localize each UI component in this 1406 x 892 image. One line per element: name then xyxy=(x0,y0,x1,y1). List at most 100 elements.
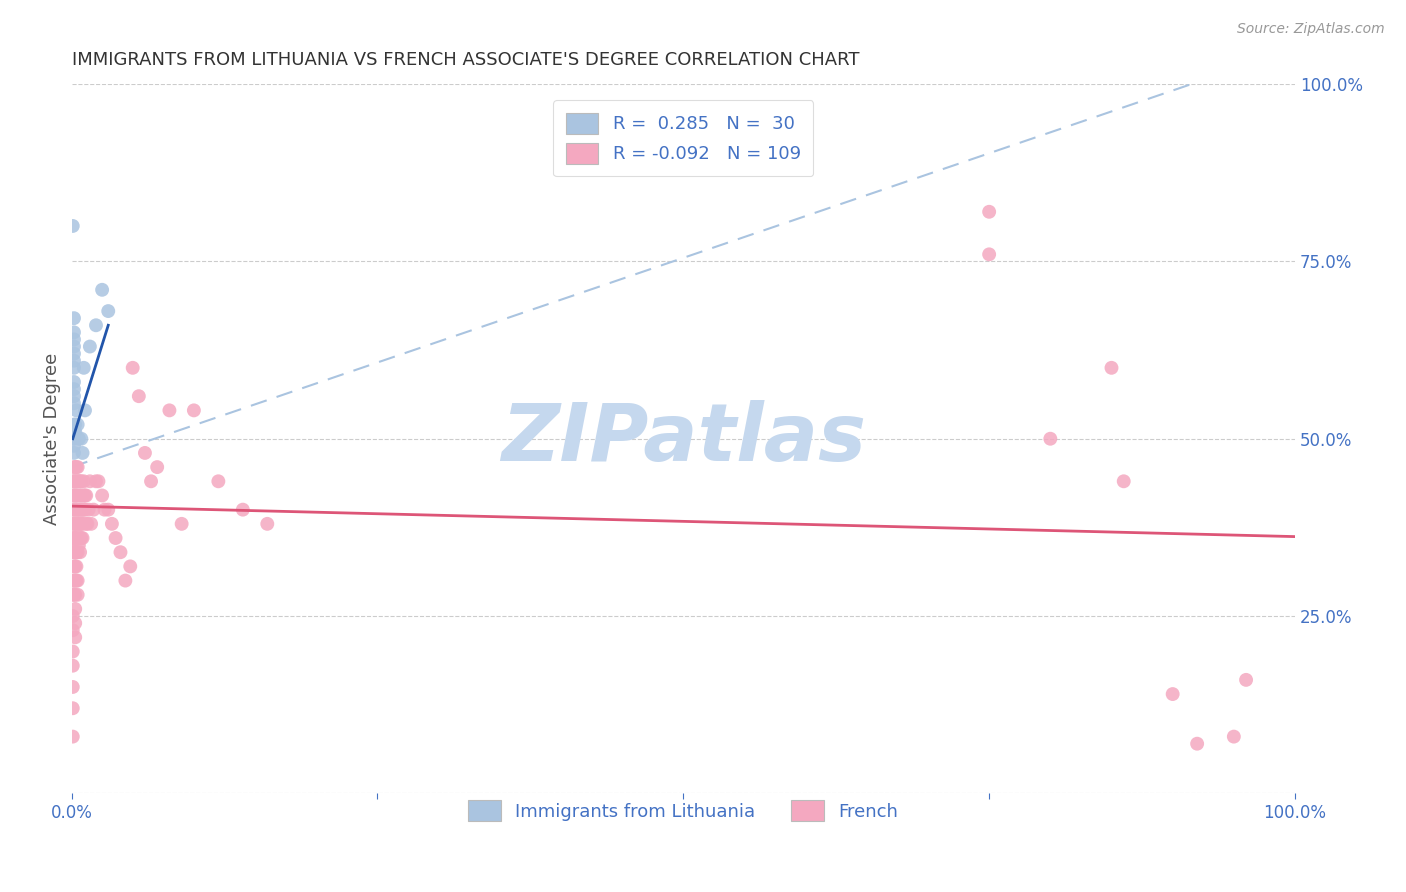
Point xyxy=(73,502,96,516)
Text: IMMIGRANTS FROM LITHUANIA VS FRENCH ASSOCIATE'S DEGREE CORRELATION CHART: IMMIGRANTS FROM LITHUANIA VS FRENCH ASSO… xyxy=(72,51,859,69)
Point xyxy=(70,475,93,489)
Point xyxy=(65,574,87,588)
Point xyxy=(104,531,127,545)
Point xyxy=(76,516,98,531)
Point xyxy=(73,488,96,502)
Point xyxy=(128,389,150,403)
Point xyxy=(170,516,193,531)
Point xyxy=(63,488,86,502)
Point xyxy=(63,545,86,559)
Point xyxy=(66,531,89,545)
Point xyxy=(73,488,96,502)
Point xyxy=(979,204,1001,219)
Point xyxy=(1185,737,1208,751)
Point xyxy=(69,502,91,516)
Point xyxy=(1161,687,1184,701)
Point xyxy=(97,502,120,516)
Point xyxy=(63,446,86,460)
Point xyxy=(63,602,86,616)
Point xyxy=(67,475,90,489)
Point xyxy=(62,516,84,531)
Point xyxy=(139,475,162,489)
Point xyxy=(63,502,86,516)
Point xyxy=(63,333,86,347)
Point xyxy=(66,502,89,516)
Point xyxy=(256,516,278,531)
Point xyxy=(62,658,84,673)
Point xyxy=(63,460,86,475)
Point xyxy=(63,311,86,326)
Point xyxy=(63,574,86,588)
Point xyxy=(63,502,86,516)
Text: Source: ZipAtlas.com: Source: ZipAtlas.com xyxy=(1237,22,1385,37)
Point xyxy=(114,574,136,588)
Point xyxy=(63,616,86,631)
Point xyxy=(62,488,84,502)
Point xyxy=(66,545,89,559)
Point xyxy=(146,460,169,475)
Point xyxy=(1039,432,1062,446)
Point xyxy=(63,389,86,403)
Point xyxy=(80,516,103,531)
Point xyxy=(101,516,124,531)
Point xyxy=(66,488,89,502)
Point xyxy=(1223,730,1246,744)
Point xyxy=(62,609,84,624)
Point xyxy=(1234,673,1257,687)
Point xyxy=(1101,360,1123,375)
Point xyxy=(63,417,86,432)
Point xyxy=(121,360,143,375)
Point xyxy=(65,516,87,531)
Point xyxy=(62,624,84,638)
Point xyxy=(979,247,1001,261)
Point xyxy=(63,588,86,602)
Point xyxy=(62,680,84,694)
Point xyxy=(120,559,142,574)
Point xyxy=(63,516,86,531)
Point xyxy=(63,559,86,574)
Point xyxy=(63,425,86,439)
Point xyxy=(75,516,97,531)
Point xyxy=(63,531,86,545)
Point xyxy=(73,502,96,516)
Point xyxy=(70,432,93,446)
Y-axis label: Associate's Degree: Associate's Degree xyxy=(44,352,60,524)
Point xyxy=(63,488,86,502)
Point xyxy=(63,475,86,489)
Point xyxy=(1112,475,1135,489)
Point xyxy=(67,502,90,516)
Point xyxy=(70,502,93,516)
Point xyxy=(65,531,87,545)
Point xyxy=(84,318,107,333)
Point xyxy=(62,644,84,658)
Point xyxy=(65,488,87,502)
Point xyxy=(91,488,114,502)
Point xyxy=(73,360,96,375)
Point xyxy=(63,588,86,602)
Point xyxy=(63,396,86,410)
Point xyxy=(63,417,86,432)
Point xyxy=(70,531,93,545)
Point xyxy=(75,488,97,502)
Point xyxy=(134,446,156,460)
Point xyxy=(67,432,90,446)
Point xyxy=(63,545,86,559)
Point xyxy=(63,574,86,588)
Text: ZIPatlas: ZIPatlas xyxy=(501,400,866,478)
Point xyxy=(69,531,91,545)
Point xyxy=(63,432,86,446)
Point xyxy=(67,516,90,531)
Point xyxy=(72,502,94,516)
Point xyxy=(63,360,86,375)
Point xyxy=(63,346,86,360)
Point xyxy=(66,417,89,432)
Point xyxy=(66,460,89,475)
Point xyxy=(83,502,105,516)
Point xyxy=(67,538,90,552)
Point xyxy=(87,475,110,489)
Point xyxy=(72,531,94,545)
Point xyxy=(66,574,89,588)
Point xyxy=(63,382,86,396)
Point xyxy=(63,439,86,453)
Point xyxy=(62,531,84,545)
